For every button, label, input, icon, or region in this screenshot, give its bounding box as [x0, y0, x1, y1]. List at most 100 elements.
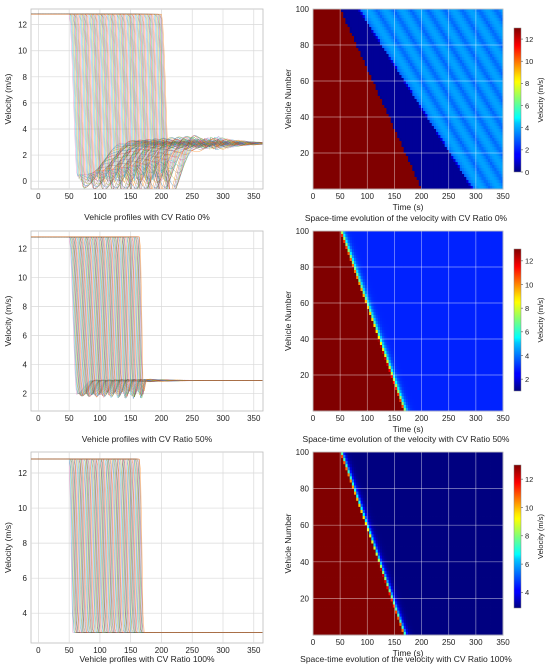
heatmap-cell — [323, 99, 327, 103]
heatmap-cell — [442, 18, 446, 22]
heatmap-cell — [332, 78, 335, 82]
heatmap-cell — [455, 36, 459, 40]
heatmap-cell — [323, 102, 327, 106]
heatmap-cell — [423, 96, 426, 100]
heatmap-cell — [444, 135, 448, 139]
heatmap-cell — [457, 141, 461, 145]
heatmap-cell — [425, 51, 428, 55]
heatmap-cell — [323, 24, 327, 28]
heatmap-cell — [420, 153, 424, 157]
heatmap-cell — [438, 72, 441, 76]
heatmap-cell — [315, 105, 318, 109]
heatmap-cell — [494, 9, 497, 13]
heatmap-cell — [442, 168, 446, 172]
heatmap-cell — [323, 30, 327, 34]
heatmap-cell — [347, 123, 351, 127]
heatmap-cell — [436, 30, 439, 34]
heatmap-cell — [390, 156, 394, 160]
heatmap-cell — [386, 129, 389, 133]
heatmap-cell — [343, 66, 346, 70]
heatmap-cell — [364, 129, 368, 133]
heatmap-cell — [459, 93, 463, 97]
heatmap-cell — [354, 144, 357, 148]
heatmap-cell — [457, 54, 461, 58]
heatmap-cell — [349, 141, 353, 145]
heatmap-cell — [468, 168, 472, 172]
heatmap-cell — [440, 72, 443, 76]
heatmap-cell — [347, 36, 351, 40]
heatmap-cell — [319, 75, 323, 79]
heatmap-cell — [500, 114, 504, 118]
heatmap-cell — [408, 9, 411, 13]
heatmap-cell — [464, 117, 467, 121]
heatmap-cell — [349, 24, 353, 28]
heatmap-cell — [375, 135, 379, 139]
heatmap-cell — [349, 36, 353, 40]
heatmap-cell — [423, 120, 426, 124]
heatmap-cell — [334, 21, 338, 25]
heatmap-cell — [453, 141, 456, 145]
heatmap-cell — [451, 39, 454, 43]
heatmap-cell — [388, 48, 392, 52]
heatmap-cell — [485, 15, 489, 19]
heatmap-cell — [390, 168, 394, 172]
heatmap-cell — [356, 156, 359, 160]
heatmap-cell — [446, 150, 450, 154]
heatmap-cell — [351, 42, 355, 46]
heatmap-cell — [405, 54, 409, 58]
heatmap-cell — [479, 72, 482, 76]
heatmap-cell — [490, 171, 493, 175]
heatmap-cell — [470, 153, 474, 157]
heatmap-cell — [496, 51, 500, 55]
heatmap-cell — [459, 81, 463, 85]
heatmap-cell — [371, 27, 374, 31]
heatmap-cell — [431, 9, 435, 13]
heatmap-cell — [384, 156, 387, 160]
heatmap-cell — [384, 60, 387, 64]
heatmap-cell — [416, 132, 420, 136]
heatmap-cell — [345, 81, 348, 85]
heatmap-cell — [451, 12, 454, 16]
heatmap-cell — [412, 114, 415, 118]
heatmap-cell — [408, 144, 411, 148]
heatmap-cell — [366, 150, 370, 154]
heatmap-cell — [423, 90, 426, 94]
heatmap-cell — [343, 132, 346, 136]
heatmap-cell — [317, 132, 320, 136]
heatmap-cell — [470, 57, 474, 61]
heatmap-cell — [438, 93, 441, 97]
heatmap-cell — [474, 75, 478, 79]
heatmap-cell — [468, 93, 472, 97]
heatmap-cell — [468, 165, 472, 169]
heatmap-cell — [451, 75, 454, 79]
heatmap-cell — [390, 105, 394, 109]
heatmap-cell — [343, 51, 346, 55]
heatmap-cell — [416, 75, 420, 79]
heatmap-cell — [418, 135, 422, 139]
heatmap-cell — [366, 12, 370, 16]
heatmap-cell — [440, 15, 443, 19]
heatmap-cell — [341, 81, 344, 85]
heatmap-cell — [354, 9, 357, 13]
heatmap-cell — [479, 51, 482, 55]
heatmap-cell — [472, 120, 476, 124]
heatmap-cell — [401, 114, 405, 118]
heatmap-cell — [343, 111, 346, 115]
heatmap-cell — [341, 78, 344, 82]
heatmap-cell — [468, 117, 472, 121]
heatmap-cell — [416, 33, 420, 37]
heatmap-cell — [317, 9, 320, 13]
heatmap-cell — [336, 99, 340, 103]
heatmap-cell — [399, 36, 402, 40]
heatmap-cell — [494, 75, 497, 79]
heatmap-cell — [369, 9, 372, 13]
heatmap-cell — [390, 129, 394, 133]
heatmap-cell — [455, 147, 459, 151]
heatmap-cell — [377, 102, 381, 106]
heatmap-cell — [487, 171, 491, 175]
heatmap-cell — [336, 51, 340, 55]
heatmap-cell — [386, 36, 389, 40]
heatmap-cell — [429, 165, 433, 169]
heatmap-cell — [410, 66, 413, 70]
heatmap-cell — [453, 132, 456, 136]
